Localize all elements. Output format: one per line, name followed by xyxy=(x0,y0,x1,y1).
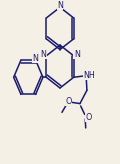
Text: N: N xyxy=(74,50,80,59)
Text: O: O xyxy=(65,97,71,106)
Text: NH: NH xyxy=(83,71,95,80)
Text: N: N xyxy=(40,50,46,59)
Text: N: N xyxy=(32,53,38,62)
Text: O: O xyxy=(85,113,92,122)
Text: N: N xyxy=(57,1,63,10)
